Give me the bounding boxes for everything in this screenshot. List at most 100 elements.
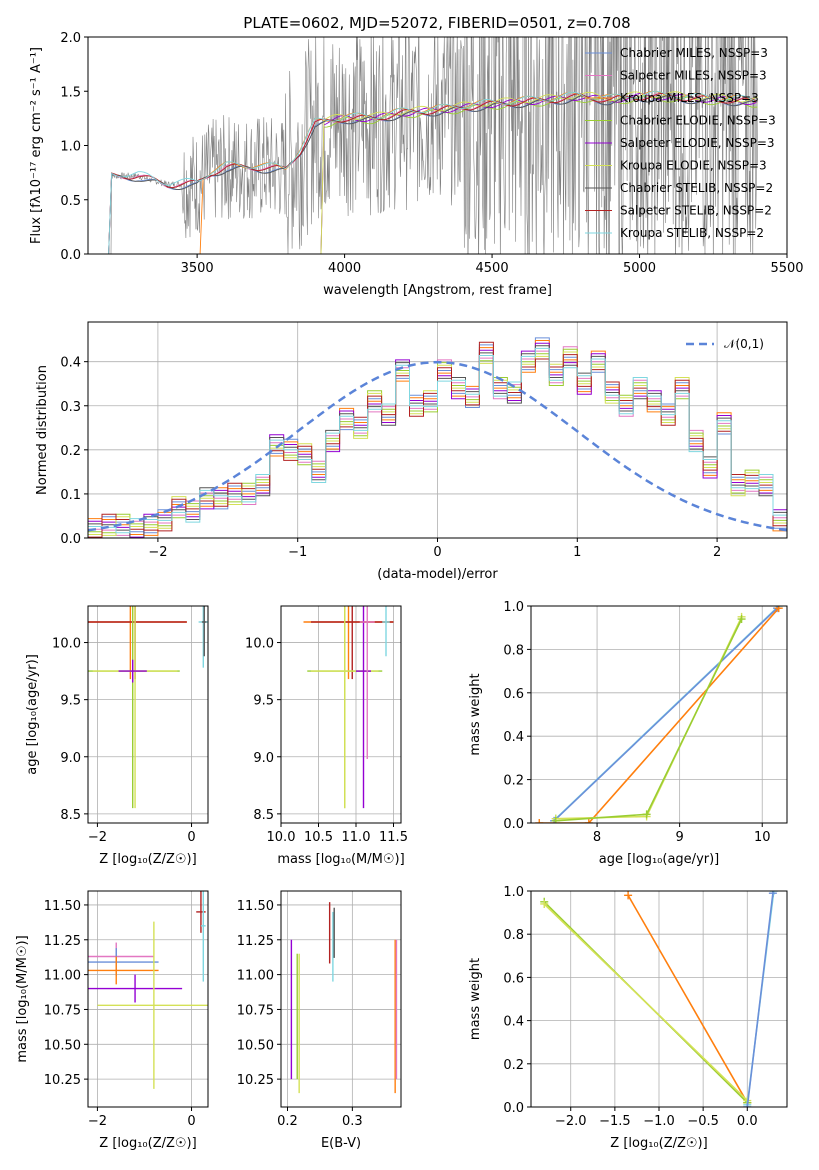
x-tick-label: −2 (88, 1114, 107, 1129)
x-tick-label: 1 (573, 545, 581, 560)
y-tick-label: 10.0 (52, 637, 81, 652)
y-tick-label: 1.5 (60, 85, 81, 100)
x-tick-label: 10.0 (267, 830, 296, 845)
x-tick-label: 0.0 (737, 1114, 758, 1129)
y-tick-label: 9.5 (253, 694, 274, 709)
chart-mass-vs-ebv: 0.2 0.3 10.25 10.50 10.75 11.00 11.25 11.50 E(B-… (237, 890, 402, 1151)
y-tick-label: 0.2 (503, 1058, 524, 1073)
y-tick-label: 10.25 (44, 1073, 81, 1088)
y-axis-label: mass weight (468, 958, 483, 1040)
x-tick-label: −2 (148, 545, 167, 560)
x-tick-label: 5500 (770, 261, 803, 276)
histogram-step-line (88, 347, 787, 534)
y-tick-label: 0.6 (503, 687, 524, 702)
y-tick-label: 1.0 (60, 140, 81, 155)
x-tick-label: 3500 (181, 261, 214, 276)
model-line (108, 95, 758, 254)
legend-label: Salpeter ELODIE, NSSP=3 (620, 136, 775, 150)
y-tick-label: 0.2 (503, 774, 524, 789)
y-tick-label: 0.0 (60, 532, 81, 547)
y-tick-label: 2.0 (60, 31, 81, 46)
weight-marker (540, 899, 549, 908)
y-tick-label: 11.25 (237, 934, 274, 949)
x-tick-label: −1.0 (643, 1114, 675, 1129)
weight-marker (584, 819, 593, 823)
model-line (108, 90, 758, 254)
x-tick-label: 9 (676, 830, 684, 845)
y-tick-label: 0.4 (503, 730, 524, 745)
y-tick-label: 0.4 (503, 1015, 524, 1030)
legend-label: Chabrier ELODIE, NSSP=3 (620, 114, 776, 128)
y-tick-label: 10.25 (237, 1073, 274, 1088)
x-tick-label: 11.0 (342, 830, 371, 845)
axes-frame (87, 605, 209, 824)
x-tick-label: 11.5 (379, 830, 408, 845)
x-tick-label: 2 (713, 545, 721, 560)
y-tick-label: 0.8 (503, 643, 524, 658)
axes-frame (87, 890, 209, 1108)
plot-area (540, 891, 778, 1107)
x-tick-label: −1 (288, 545, 307, 560)
axes-frame (280, 890, 402, 1108)
plot-area (88, 606, 208, 809)
x-axis-label: wavelength [Angstrom, rest frame] (323, 283, 552, 298)
y-tick-label: 10.50 (44, 1038, 81, 1053)
axes-frame (280, 605, 402, 824)
chart-spectrum: Chabrier MILES, NSSP=3 Salpeter MILES, NS… (29, 31, 804, 298)
figure-title: PLATE=0602, MJD=52072, FIBERID=0501, z=0… (243, 14, 630, 32)
x-tick-label: −2 (88, 830, 107, 845)
chart-age-vs-mass: 10.0 10.5 11.0 11.5 8.5 9.0 9.5 10.0 mass [log₁₀… (245, 605, 408, 867)
plot-area (108, 37, 758, 254)
x-tick-label: 4500 (476, 261, 509, 276)
x-tick-label: 5000 (623, 261, 656, 276)
plot-area (535, 606, 783, 823)
y-tick-label: 1.0 (503, 885, 524, 900)
legend-label: Kroupa ELODIE, NSSP=3 (620, 159, 767, 173)
y-axis-label: mass weight (468, 673, 483, 755)
x-tick-label: 0 (187, 830, 195, 845)
chart-weight-vs-Z: −2.0 −1.5 −1.0 −0.5 0.0 0.0 0.2 0.4 0.6 0.8 1.0 Z [… (468, 885, 788, 1151)
x-tick-label: 0 (433, 545, 441, 560)
weight-marker (774, 606, 783, 613)
legend-label: Chabrier STELIB, NSSP=2 (620, 181, 773, 195)
observed-spectrum-line (108, 37, 758, 254)
y-tick-label: 10.0 (245, 637, 274, 652)
gaussian-reference-curve (88, 360, 787, 532)
y-tick-label: 9.0 (253, 751, 274, 766)
chart-age-vs-Z: −2 0 8.5 9.0 9.5 10.0 Z [log₁₀(Z/Z☉)] age [log₁… (25, 605, 209, 867)
y-axis-label: mass [log₁₀(M/M☉)] (15, 935, 30, 1062)
y-axis-label: age [log₁₀(age/yr)] (25, 654, 40, 775)
plot-area (88, 891, 208, 1089)
y-axis-label: Normed distribution (35, 365, 50, 495)
y-tick-label: 11.25 (44, 934, 81, 949)
y-tick-label: 8.5 (60, 808, 81, 823)
legend-label: 𝒩(0,1) (724, 337, 764, 351)
weight-marker (737, 615, 746, 624)
weight-line (627, 894, 748, 1104)
panels-group: Chabrier MILES, NSSP=3 Salpeter MILES, NS… (15, 31, 804, 1151)
x-tick-label: −0.5 (687, 1114, 719, 1129)
x-tick-label: 0.2 (277, 1114, 298, 1129)
x-axis-label: age [log₁₀(age/yr)] (599, 852, 720, 867)
legend-label: Kroupa STELIB, NSSP=2 (620, 226, 764, 240)
x-tick-label: 10.5 (304, 830, 333, 845)
y-tick-label: 8.5 (253, 808, 274, 823)
chart-residuals: 𝒩(0,1) −2 −1 0 1 2 0.0 0.1 0.2 0.3 0.4 (data-model)… (35, 321, 788, 582)
y-tick-label: 9.5 (60, 694, 81, 709)
x-axis-label: Z [log₁₀(Z/Z☉)] (610, 1136, 707, 1151)
weight-marker (642, 810, 651, 819)
legend-label: Salpeter MILES, NSSP=3 (620, 69, 767, 83)
y-tick-label: 10.75 (44, 1003, 81, 1018)
model-line (320, 91, 758, 254)
y-tick-label: 0.4 (60, 356, 81, 371)
x-tick-label: 10 (754, 830, 771, 845)
chart-mass-vs-Z: −2 0 10.25 10.50 10.75 11.00 11.25 11.50 Z [log₁… (15, 890, 209, 1151)
weight-line (539, 607, 780, 823)
x-axis-label: mass [log₁₀(M/M☉)] (277, 852, 404, 867)
x-axis-label: Z [log₁₀(Z/Z☉)] (99, 1136, 196, 1151)
plot-area (290, 902, 398, 1094)
y-axis-label: Flux [fλ10⁻¹⁷ erg cm⁻² s⁻¹ A⁻¹] (29, 47, 44, 244)
y-tick-label: 0.2 (60, 444, 81, 459)
y-tick-label: 11.00 (237, 969, 274, 984)
